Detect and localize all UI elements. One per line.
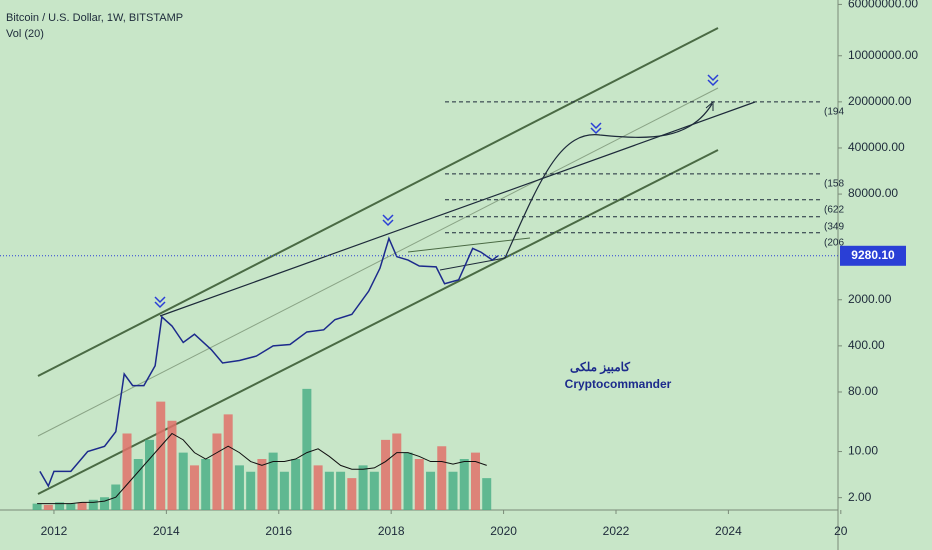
price-badge — [840, 245, 906, 266]
volume-bar — [459, 459, 469, 510]
level-label: (206 — [824, 237, 844, 248]
x-tick-label: 20 — [834, 524, 848, 538]
volume-bar — [133, 459, 143, 510]
chart-subtitle: Vol (20) — [6, 28, 44, 40]
y-tick-label: 80000.00 — [848, 186, 898, 200]
volume-bar — [358, 465, 368, 510]
x-tick-label: 2024 — [715, 524, 742, 538]
volume-bar — [88, 499, 98, 510]
volume-bar — [313, 465, 323, 510]
volume-bar — [448, 471, 458, 510]
volume-bar — [279, 471, 289, 510]
volume-bar — [268, 452, 278, 510]
volume-bar — [414, 459, 424, 510]
volume-bar — [145, 439, 154, 510]
y-tick-label: 10.00 — [848, 444, 878, 458]
annotation: كامبيز ملکی — [570, 360, 630, 375]
wedge-top — [407, 237, 531, 253]
level-label: (158 — [824, 179, 844, 190]
volume-bar — [470, 452, 480, 510]
volume-bar — [482, 478, 492, 510]
volume-bar — [178, 452, 188, 510]
volume-bar — [32, 503, 42, 510]
x-tick-label: 2018 — [378, 524, 405, 538]
volume-bar — [302, 388, 312, 510]
price-badge-label: 9280.10 — [851, 248, 895, 262]
x-tick-label: 2016 — [265, 524, 292, 538]
wedge-bottom — [439, 257, 506, 271]
y-tick-label: 10000000.00 — [848, 48, 918, 62]
level-label: (194 — [824, 106, 844, 117]
y-tick-label: 2.00 — [848, 490, 872, 504]
volume-bar — [324, 471, 334, 510]
volume-bar — [122, 433, 132, 510]
x-tick-label: 2014 — [153, 524, 180, 538]
y-tick-label: 2000000.00 — [848, 94, 912, 108]
chevrons — [154, 74, 719, 309]
x-tick-label: 2020 — [490, 524, 517, 538]
y-tick-label: 60000000.00 — [848, 0, 918, 11]
volume-bar — [291, 459, 301, 510]
volume-bar — [347, 478, 357, 510]
price-line — [39, 236, 499, 488]
volume-bar — [55, 502, 65, 510]
y-tick-label: 400000.00 — [848, 140, 905, 154]
volume-bar — [223, 414, 233, 510]
projection-curve — [504, 103, 713, 259]
volume-ma — [37, 432, 487, 505]
volume-bar — [257, 459, 267, 510]
volume-bar — [66, 503, 76, 510]
volume-bar — [426, 471, 436, 510]
volume-bar — [167, 420, 177, 510]
volume-bar — [156, 401, 166, 510]
channel-top — [37, 27, 719, 377]
drawings — [37, 27, 756, 495]
volume-bar — [392, 433, 402, 510]
volume-bar — [100, 497, 110, 510]
level-label: (349 — [824, 221, 844, 232]
y-tick-label: 2000.00 — [848, 292, 892, 306]
channel-mid — [37, 87, 719, 437]
volume-bar — [437, 446, 447, 510]
volume-bar — [189, 465, 199, 510]
channel-bottom — [37, 149, 719, 495]
volume-bar — [201, 459, 211, 510]
chart-title: Bitcoin / U.S. Dollar, 1W, BITSTAMP — [6, 12, 183, 24]
trend-line — [159, 101, 756, 317]
volume-bar — [403, 452, 413, 510]
x-tick-label: 2012 — [41, 524, 68, 538]
volume-bar — [369, 471, 379, 510]
volume-bar — [246, 471, 256, 510]
volume-bar — [381, 439, 391, 510]
volume-bar — [43, 504, 53, 510]
volume-bar — [212, 433, 222, 510]
volume-bar — [77, 502, 87, 510]
level-label: (622 — [824, 204, 844, 215]
x-tick-label: 2022 — [603, 524, 630, 538]
volume-bar — [234, 465, 244, 510]
volume-bar — [336, 471, 346, 510]
annotation: Cryptocommander — [565, 377, 672, 391]
y-tick-label: 400.00 — [848, 338, 885, 352]
y-tick-label: 80.00 — [848, 384, 878, 398]
